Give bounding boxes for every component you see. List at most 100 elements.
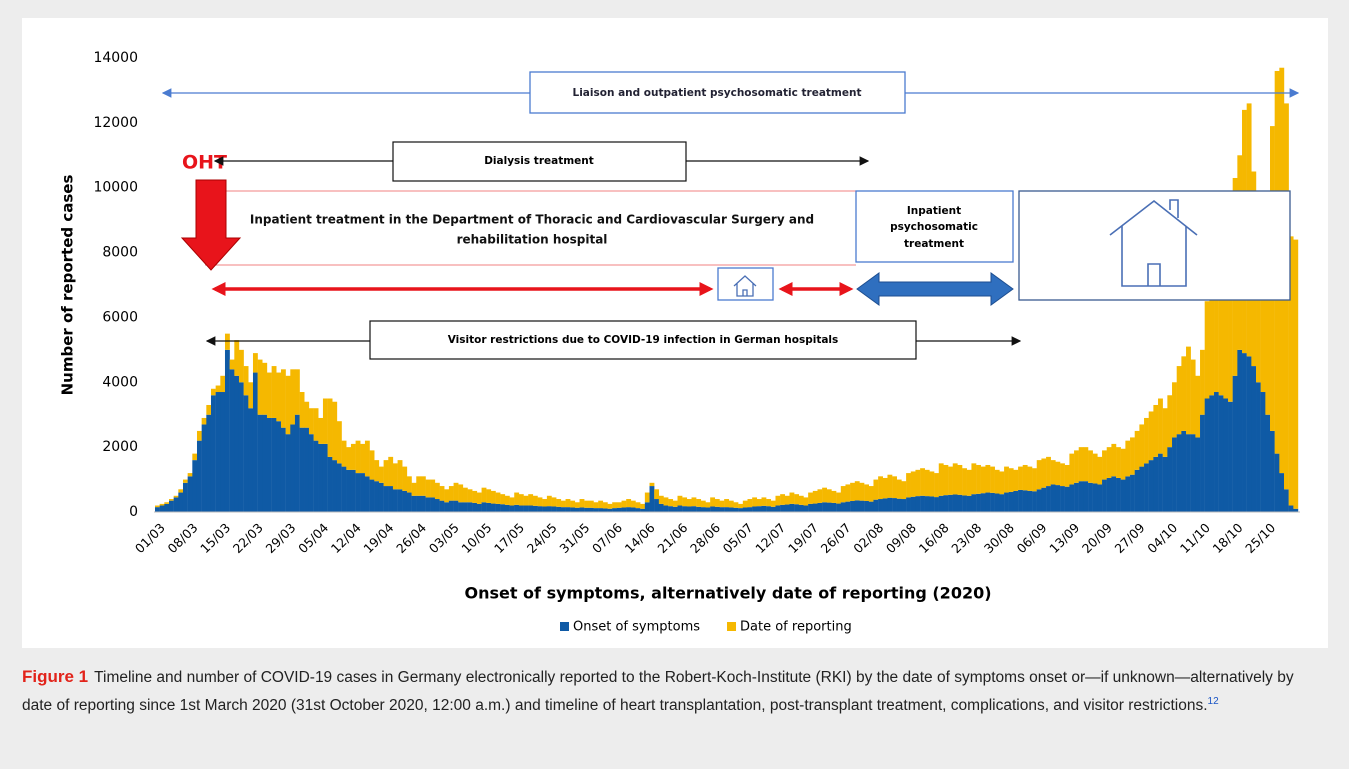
bar <box>864 484 869 501</box>
bar <box>1055 485 1061 512</box>
bar <box>486 489 492 503</box>
bar <box>500 504 506 512</box>
bar <box>854 481 860 501</box>
bar <box>1195 437 1201 512</box>
bar <box>1120 448 1126 480</box>
bar <box>1060 486 1065 512</box>
bar <box>1158 453 1163 512</box>
bar <box>299 392 305 428</box>
bar <box>406 476 412 493</box>
bar <box>397 489 403 512</box>
bar <box>252 372 258 512</box>
bar <box>691 497 697 507</box>
y-tick-label: 10000 <box>93 180 138 196</box>
bar <box>686 506 692 512</box>
bar <box>388 486 394 512</box>
bar <box>481 502 487 512</box>
x-axis-label: Onset of symptoms, alternatively date of… <box>464 584 991 603</box>
bar <box>206 414 212 512</box>
bar <box>304 401 310 428</box>
bar <box>691 506 697 512</box>
bar <box>859 482 865 501</box>
bar <box>556 499 562 507</box>
bar <box>1274 453 1280 512</box>
bar <box>1013 469 1019 491</box>
bar <box>1223 268 1229 399</box>
bar <box>1055 461 1061 486</box>
bar <box>523 495 529 506</box>
bar <box>728 500 734 508</box>
bar <box>822 502 828 512</box>
bar <box>775 495 781 506</box>
bar <box>1008 491 1014 512</box>
bar <box>182 482 188 512</box>
bar <box>509 497 515 506</box>
bar <box>654 489 660 500</box>
bar <box>350 469 356 512</box>
bar <box>663 497 669 506</box>
bar <box>1186 434 1191 512</box>
bar <box>178 489 184 493</box>
bar <box>1041 487 1047 512</box>
bar <box>808 492 814 504</box>
bar <box>1228 401 1233 512</box>
bar <box>1218 395 1224 512</box>
bar <box>733 502 739 508</box>
bar <box>714 499 720 507</box>
bar <box>980 493 986 512</box>
bar <box>845 484 851 502</box>
bar <box>1032 468 1037 492</box>
bar <box>542 499 548 507</box>
bar <box>248 408 254 512</box>
home-box <box>1018 190 1291 301</box>
bar <box>668 499 674 507</box>
bar <box>761 505 767 512</box>
y-tick-label: 14000 <box>93 50 138 66</box>
bar <box>980 466 986 494</box>
bar <box>878 476 883 500</box>
psychosomatic-label: psychosomatic <box>890 221 978 233</box>
bar <box>378 466 384 483</box>
bar <box>416 495 422 512</box>
bar <box>542 506 548 512</box>
bar <box>336 421 342 464</box>
bar <box>817 489 823 503</box>
oht-label: OHT <box>182 152 227 174</box>
bar <box>948 494 953 512</box>
bar <box>1172 382 1177 438</box>
bar <box>374 460 380 482</box>
bar <box>1162 456 1168 512</box>
bar <box>1176 434 1182 512</box>
bar <box>938 463 944 496</box>
bar <box>1139 466 1145 512</box>
bar <box>1120 479 1126 512</box>
bar <box>378 482 384 512</box>
bar <box>588 507 594 512</box>
bar <box>182 479 188 483</box>
bar <box>551 497 557 507</box>
bar <box>892 476 897 499</box>
bar <box>873 499 879 512</box>
bar <box>341 466 347 512</box>
bar <box>416 476 422 496</box>
chart: Number of reported cases Onset of sympto… <box>22 18 1328 648</box>
bar <box>397 460 403 490</box>
bar <box>1237 349 1243 512</box>
bar <box>364 476 370 512</box>
bar <box>546 506 552 512</box>
dialysis-box <box>392 141 687 182</box>
bar <box>985 492 991 512</box>
bar <box>1139 424 1145 467</box>
bar <box>710 506 716 512</box>
bar <box>990 492 995 512</box>
bar <box>1195 375 1201 438</box>
bar <box>994 469 1000 494</box>
bar <box>462 502 468 512</box>
bar <box>738 503 744 509</box>
bar <box>486 502 492 512</box>
bar <box>234 375 240 512</box>
bar <box>971 463 977 495</box>
bar <box>220 375 226 393</box>
bar <box>976 493 981 512</box>
bar <box>565 499 571 508</box>
